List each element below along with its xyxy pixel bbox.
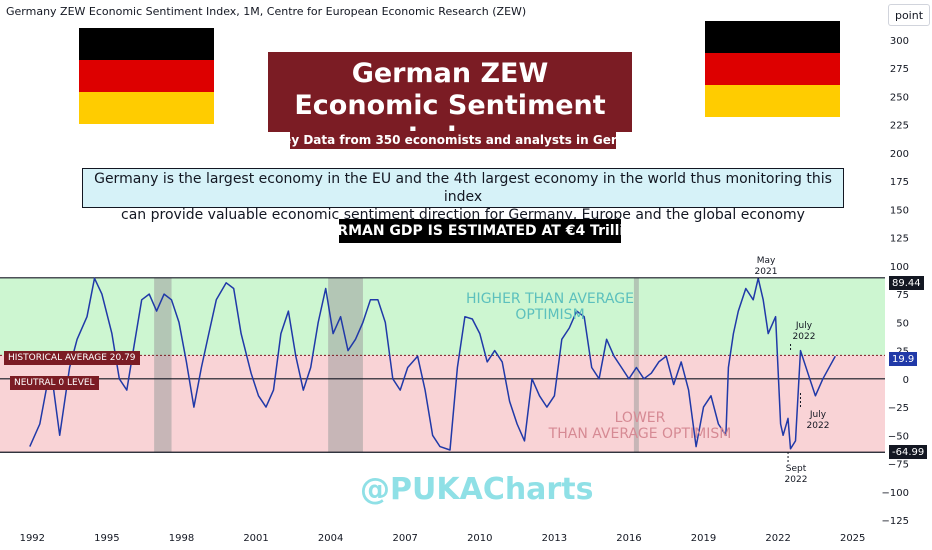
price-tag-low: -64.99 <box>889 445 928 459</box>
annotation-text: 2022 <box>784 475 808 485</box>
shaded-period <box>154 277 172 453</box>
annotation-text: July <box>795 321 813 331</box>
lower-optimism-label: LOWER THAN AVERAGE OPTIMISM <box>545 410 735 442</box>
annotation-lines-layer <box>757 277 801 462</box>
flag-black-stripe <box>705 21 840 53</box>
headline-title: German ZEW Economic Sentiment Index <box>268 52 632 153</box>
y-tick-label: −50 <box>888 431 909 442</box>
x-tick-label: 2022 <box>765 533 790 544</box>
y-tick-label: 100 <box>890 262 909 273</box>
price-tag-high: 89.44 <box>889 276 924 290</box>
unit-button[interactable]: point <box>888 4 930 26</box>
shaded-period <box>328 277 363 453</box>
annotation-text: July <box>809 410 827 420</box>
flag-red-stripe <box>79 60 214 92</box>
shaded-period <box>633 277 639 453</box>
annotation-text: 2022 <box>806 421 830 431</box>
y-tick-label: 75 <box>896 290 909 301</box>
annotation-july-2022-top: July 2022 <box>790 321 818 343</box>
y-tick-label: 0 <box>903 375 909 386</box>
flag-black-stripe <box>79 28 214 60</box>
y-tick-label: 50 <box>896 318 909 329</box>
flag-gold-stripe <box>705 85 840 117</box>
annotation-july-2022-bottom: July 2022 <box>804 410 832 432</box>
annotation-may-2021: May 2021 <box>752 256 780 278</box>
info-line-1: Germany is the largest economy in the EU… <box>94 171 832 205</box>
higher-optimism-label: HIGHER THAN AVERAGE OPTIMISM <box>466 291 634 323</box>
x-tick-label: 2016 <box>616 533 641 544</box>
annotation-text: May <box>756 256 776 266</box>
y-tick-label: 150 <box>890 205 909 216</box>
y-tick-label: 175 <box>890 177 909 188</box>
x-axis-ticks: 1992 1995 1998 2001 2004 2007 2010 2013 2016 2019… <box>20 533 866 544</box>
x-tick-label: 1995 <box>94 533 119 544</box>
y-tick-label: 225 <box>890 121 909 132</box>
flag-gold-stripe <box>79 92 214 124</box>
y-tick-label: −125 <box>882 516 909 527</box>
chart-header: Germany ZEW Economic Sentiment Index, 1M… <box>6 5 527 18</box>
y-tick-label: −100 <box>882 488 909 499</box>
x-tick-label: 2010 <box>467 533 492 544</box>
german-flag-right <box>705 21 840 117</box>
reference-lines-layer <box>0 277 885 453</box>
x-tick-label: 1992 <box>20 533 45 544</box>
info-line-2: can provide valuable economic sentiment … <box>121 207 805 223</box>
headline-line-2: Economic Sentiment Index <box>294 90 606 153</box>
gdp-banner: GERMAN GDP IS ESTIMATED AT €4 Trillion <box>316 219 644 243</box>
y-tick-label: −75 <box>888 460 909 471</box>
x-tick-label: 1998 <box>169 533 194 544</box>
x-tick-label: 2001 <box>243 533 268 544</box>
headline-subtitle: Survey Data from 350 economists and anal… <box>252 131 654 149</box>
y-tick-label: 250 <box>890 92 909 103</box>
annotation-text: 2021 <box>754 267 778 277</box>
annotation-text: Sept <box>785 464 807 474</box>
y-tick-label: 300 <box>890 36 909 47</box>
annotation-text: 2022 <box>792 332 816 342</box>
lower-zone-fill <box>0 355 885 453</box>
y-tick-label: −25 <box>888 403 909 414</box>
info-box: Germany is the largest economy in the EU… <box>82 168 844 223</box>
index-series-line <box>29 277 836 451</box>
x-tick-label: 2025 <box>840 533 865 544</box>
shaded-periods-layer <box>154 277 639 453</box>
x-tick-label: 2004 <box>318 533 343 544</box>
y-tick-label: 200 <box>890 149 909 160</box>
y-tick-label: 125 <box>890 234 909 245</box>
historical-average-label: HISTORICAL AVERAGE 20.79 <box>4 351 140 365</box>
annotation-sept-2022: Sept 2022 <box>782 464 810 486</box>
lower-label-line-1: LOWER <box>614 410 666 426</box>
x-tick-label: 2007 <box>392 533 417 544</box>
y-axis-ticks: 3002752502252001751501251007550250−25−50… <box>882 36 909 527</box>
x-tick-label: 2019 <box>691 533 716 544</box>
lower-label-line-2: THAN AVERAGE OPTIMISM <box>548 426 732 442</box>
series-layer <box>29 277 836 451</box>
y-tick-label: 275 <box>890 64 909 75</box>
headline-line-1: German ZEW <box>351 58 549 89</box>
neutral-level-label: NEUTRAL 0 LEVEL <box>10 376 99 390</box>
price-tag-current: 19.9 <box>889 352 918 366</box>
x-tick-label: 2013 <box>542 533 567 544</box>
watermark: @PUKACharts <box>360 472 594 507</box>
german-flag-left <box>79 28 214 124</box>
flag-red-stripe <box>705 53 840 85</box>
